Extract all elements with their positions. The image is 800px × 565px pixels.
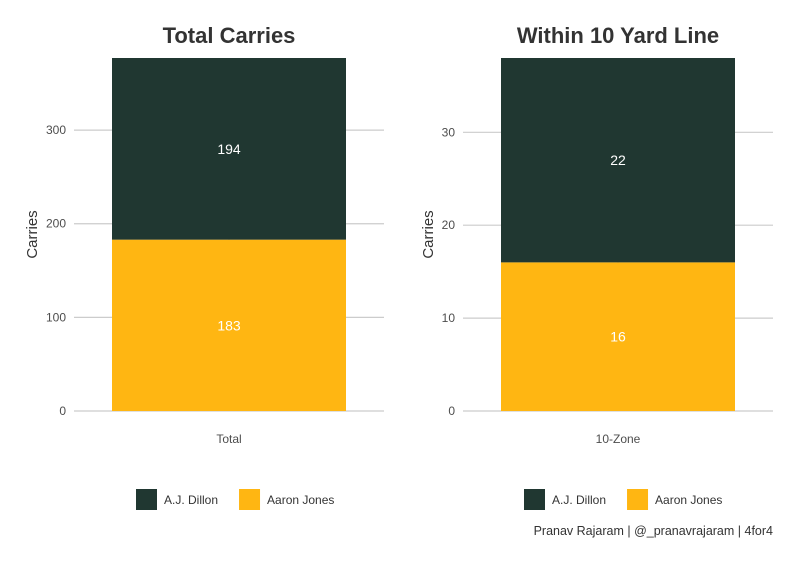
caption: Pranav Rajaram | @_pranavrajaram | 4for4 xyxy=(533,524,773,538)
legend-label: A.J. Dillon xyxy=(552,493,606,507)
data-label: 16 xyxy=(610,329,626,345)
data-label: 194 xyxy=(217,141,241,157)
legend-swatch xyxy=(136,489,157,510)
y-tick-label: 10 xyxy=(442,311,456,325)
y-tick-label: 0 xyxy=(448,404,455,418)
y-tick-label: 30 xyxy=(442,125,456,139)
legend-swatch xyxy=(627,489,649,510)
legend-label: Aaron Jones xyxy=(267,493,334,507)
bar-segment xyxy=(501,262,735,411)
x-tick-label: 10-Zone xyxy=(596,432,641,446)
bar-segment xyxy=(112,58,346,240)
y-axis-label: Carries xyxy=(420,210,437,258)
y-tick-label: 300 xyxy=(46,123,66,137)
data-label: 22 xyxy=(610,152,626,168)
legend-swatch xyxy=(239,489,261,510)
chart-title: Total Carries xyxy=(163,23,296,48)
bar-segment xyxy=(112,239,346,411)
x-tick-label: Total xyxy=(216,432,241,446)
legend-label: A.J. Dillon xyxy=(164,493,218,507)
y-tick-label: 20 xyxy=(442,218,456,232)
y-tick-label: 200 xyxy=(46,217,66,231)
chart-title: Within 10 Yard Line xyxy=(517,23,719,48)
y-tick-label: 100 xyxy=(46,310,66,324)
y-axis-label: Carries xyxy=(24,210,41,258)
legend-label: Aaron Jones xyxy=(655,493,722,507)
data-label: 183 xyxy=(217,317,241,333)
legend-swatch xyxy=(524,489,545,510)
y-tick-label: 0 xyxy=(59,404,66,418)
bar-segment xyxy=(501,58,735,263)
